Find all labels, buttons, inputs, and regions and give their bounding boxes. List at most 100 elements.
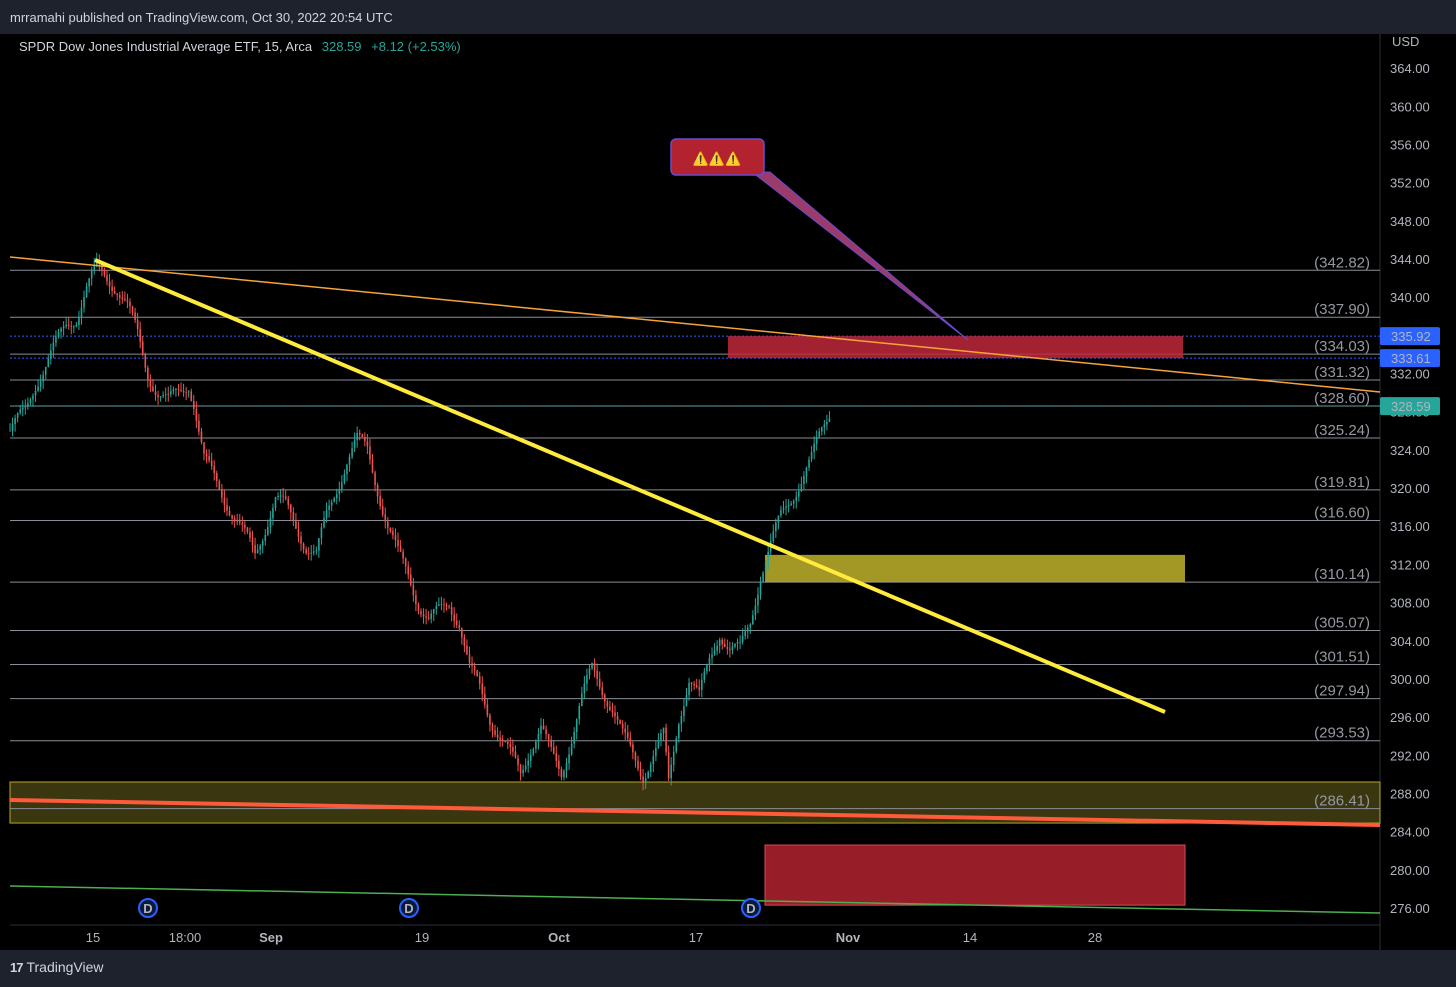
candle-body (491, 724, 494, 731)
candle-body (157, 395, 159, 398)
candle-body (785, 506, 787, 508)
candle-body (481, 683, 484, 694)
price-badge[interactable] (1380, 327, 1440, 346)
candle-body (680, 716, 683, 725)
resistance-zone[interactable] (728, 336, 1183, 359)
candle-body (746, 627, 749, 632)
level-label: (342.82) (1314, 254, 1370, 271)
candle-body (29, 399, 32, 404)
tradingview-logo[interactable]: 17 TradingView (10, 959, 104, 975)
demand-zone[interactable] (765, 554, 1185, 583)
candle-body (358, 432, 361, 435)
candle-body (438, 604, 440, 606)
candle-body (376, 485, 379, 497)
candle-body (134, 312, 136, 321)
candle-body (312, 551, 315, 553)
candle-body (307, 553, 310, 554)
y-tick: 344.00 (1390, 252, 1430, 267)
candle-body (655, 747, 657, 757)
dividend-marker-icon[interactable] (138, 898, 158, 918)
candle-body (32, 395, 34, 400)
candle-body (448, 606, 450, 608)
level-label: (297.94) (1314, 683, 1370, 700)
level-label: (286.41) (1314, 793, 1370, 810)
candle-body (524, 765, 527, 770)
candle-body (542, 725, 545, 730)
x-tick: 18:00 (169, 930, 202, 945)
y-tick: 332.00 (1390, 367, 1430, 382)
candle-body (65, 324, 67, 327)
candle-body (75, 324, 78, 327)
candle-body (777, 515, 780, 523)
candle-body (573, 731, 575, 744)
candle-body (228, 510, 231, 516)
candle-body (792, 500, 795, 504)
candle-body (254, 545, 256, 554)
trendline-orange[interactable] (9, 256, 1381, 393)
candle-body (279, 495, 282, 497)
candle-body (494, 730, 496, 735)
candle-body (141, 341, 144, 355)
price-badge[interactable] (1380, 397, 1440, 416)
candle-body (532, 748, 535, 755)
candle-body (11, 424, 14, 431)
candle-body (297, 528, 300, 537)
candle-body (300, 536, 302, 544)
candle-body (453, 614, 455, 621)
candle-body (19, 409, 22, 414)
y-tick: 292.00 (1390, 748, 1430, 763)
candle-body (381, 506, 384, 515)
candle-body (813, 443, 815, 453)
candle-body (402, 551, 404, 559)
x-tick: 14 (963, 930, 977, 945)
x-tick: 28 (1088, 930, 1102, 945)
candle-body (264, 534, 267, 541)
dividend-marker-icon[interactable] (741, 898, 761, 918)
trendline-yellow[interactable] (94, 258, 1166, 714)
callout-box[interactable] (670, 138, 765, 176)
candle-body (649, 764, 652, 772)
candle-body (604, 694, 606, 702)
candle-body (713, 650, 716, 655)
candle-body (14, 417, 16, 425)
price-badge[interactable] (1380, 349, 1440, 368)
candle-body (468, 654, 471, 664)
candle-body (328, 505, 330, 510)
candle-body (198, 420, 200, 432)
candle-body (118, 295, 121, 298)
candle-body (231, 515, 233, 519)
candle-body (78, 316, 80, 325)
candle-body (272, 507, 274, 519)
candle-body (652, 756, 655, 765)
candle-body (356, 432, 358, 441)
trendline-green[interactable] (9, 885, 1381, 914)
candle-body (318, 538, 320, 551)
candle-body (764, 562, 767, 573)
candle-body (537, 734, 540, 742)
candle-body (775, 522, 777, 532)
level-label: (310.14) (1314, 566, 1370, 583)
candle-body (392, 531, 394, 536)
candle-body (634, 752, 637, 761)
candle-body (616, 716, 619, 720)
candle-body (565, 763, 568, 771)
candle-body (34, 390, 37, 396)
candle-body (501, 739, 504, 741)
y-tick: 320.00 (1390, 481, 1430, 496)
trendline-red[interactable] (9, 798, 1381, 827)
candle-body (489, 715, 491, 725)
candle-body (305, 549, 307, 554)
y-tick: 340.00 (1390, 290, 1430, 305)
candle-body (578, 706, 581, 720)
candle-body (90, 270, 93, 279)
candle-body (639, 768, 642, 777)
x-tick: 15 (86, 930, 100, 945)
y-tick: 348.00 (1390, 214, 1430, 229)
dividend-marker-icon[interactable] (399, 898, 419, 918)
candle-body (267, 527, 269, 535)
candle-body (412, 585, 415, 596)
target-zone[interactable] (764, 844, 1186, 906)
price-badge-label: 333.61 (1391, 351, 1431, 366)
candle-body (798, 490, 800, 497)
